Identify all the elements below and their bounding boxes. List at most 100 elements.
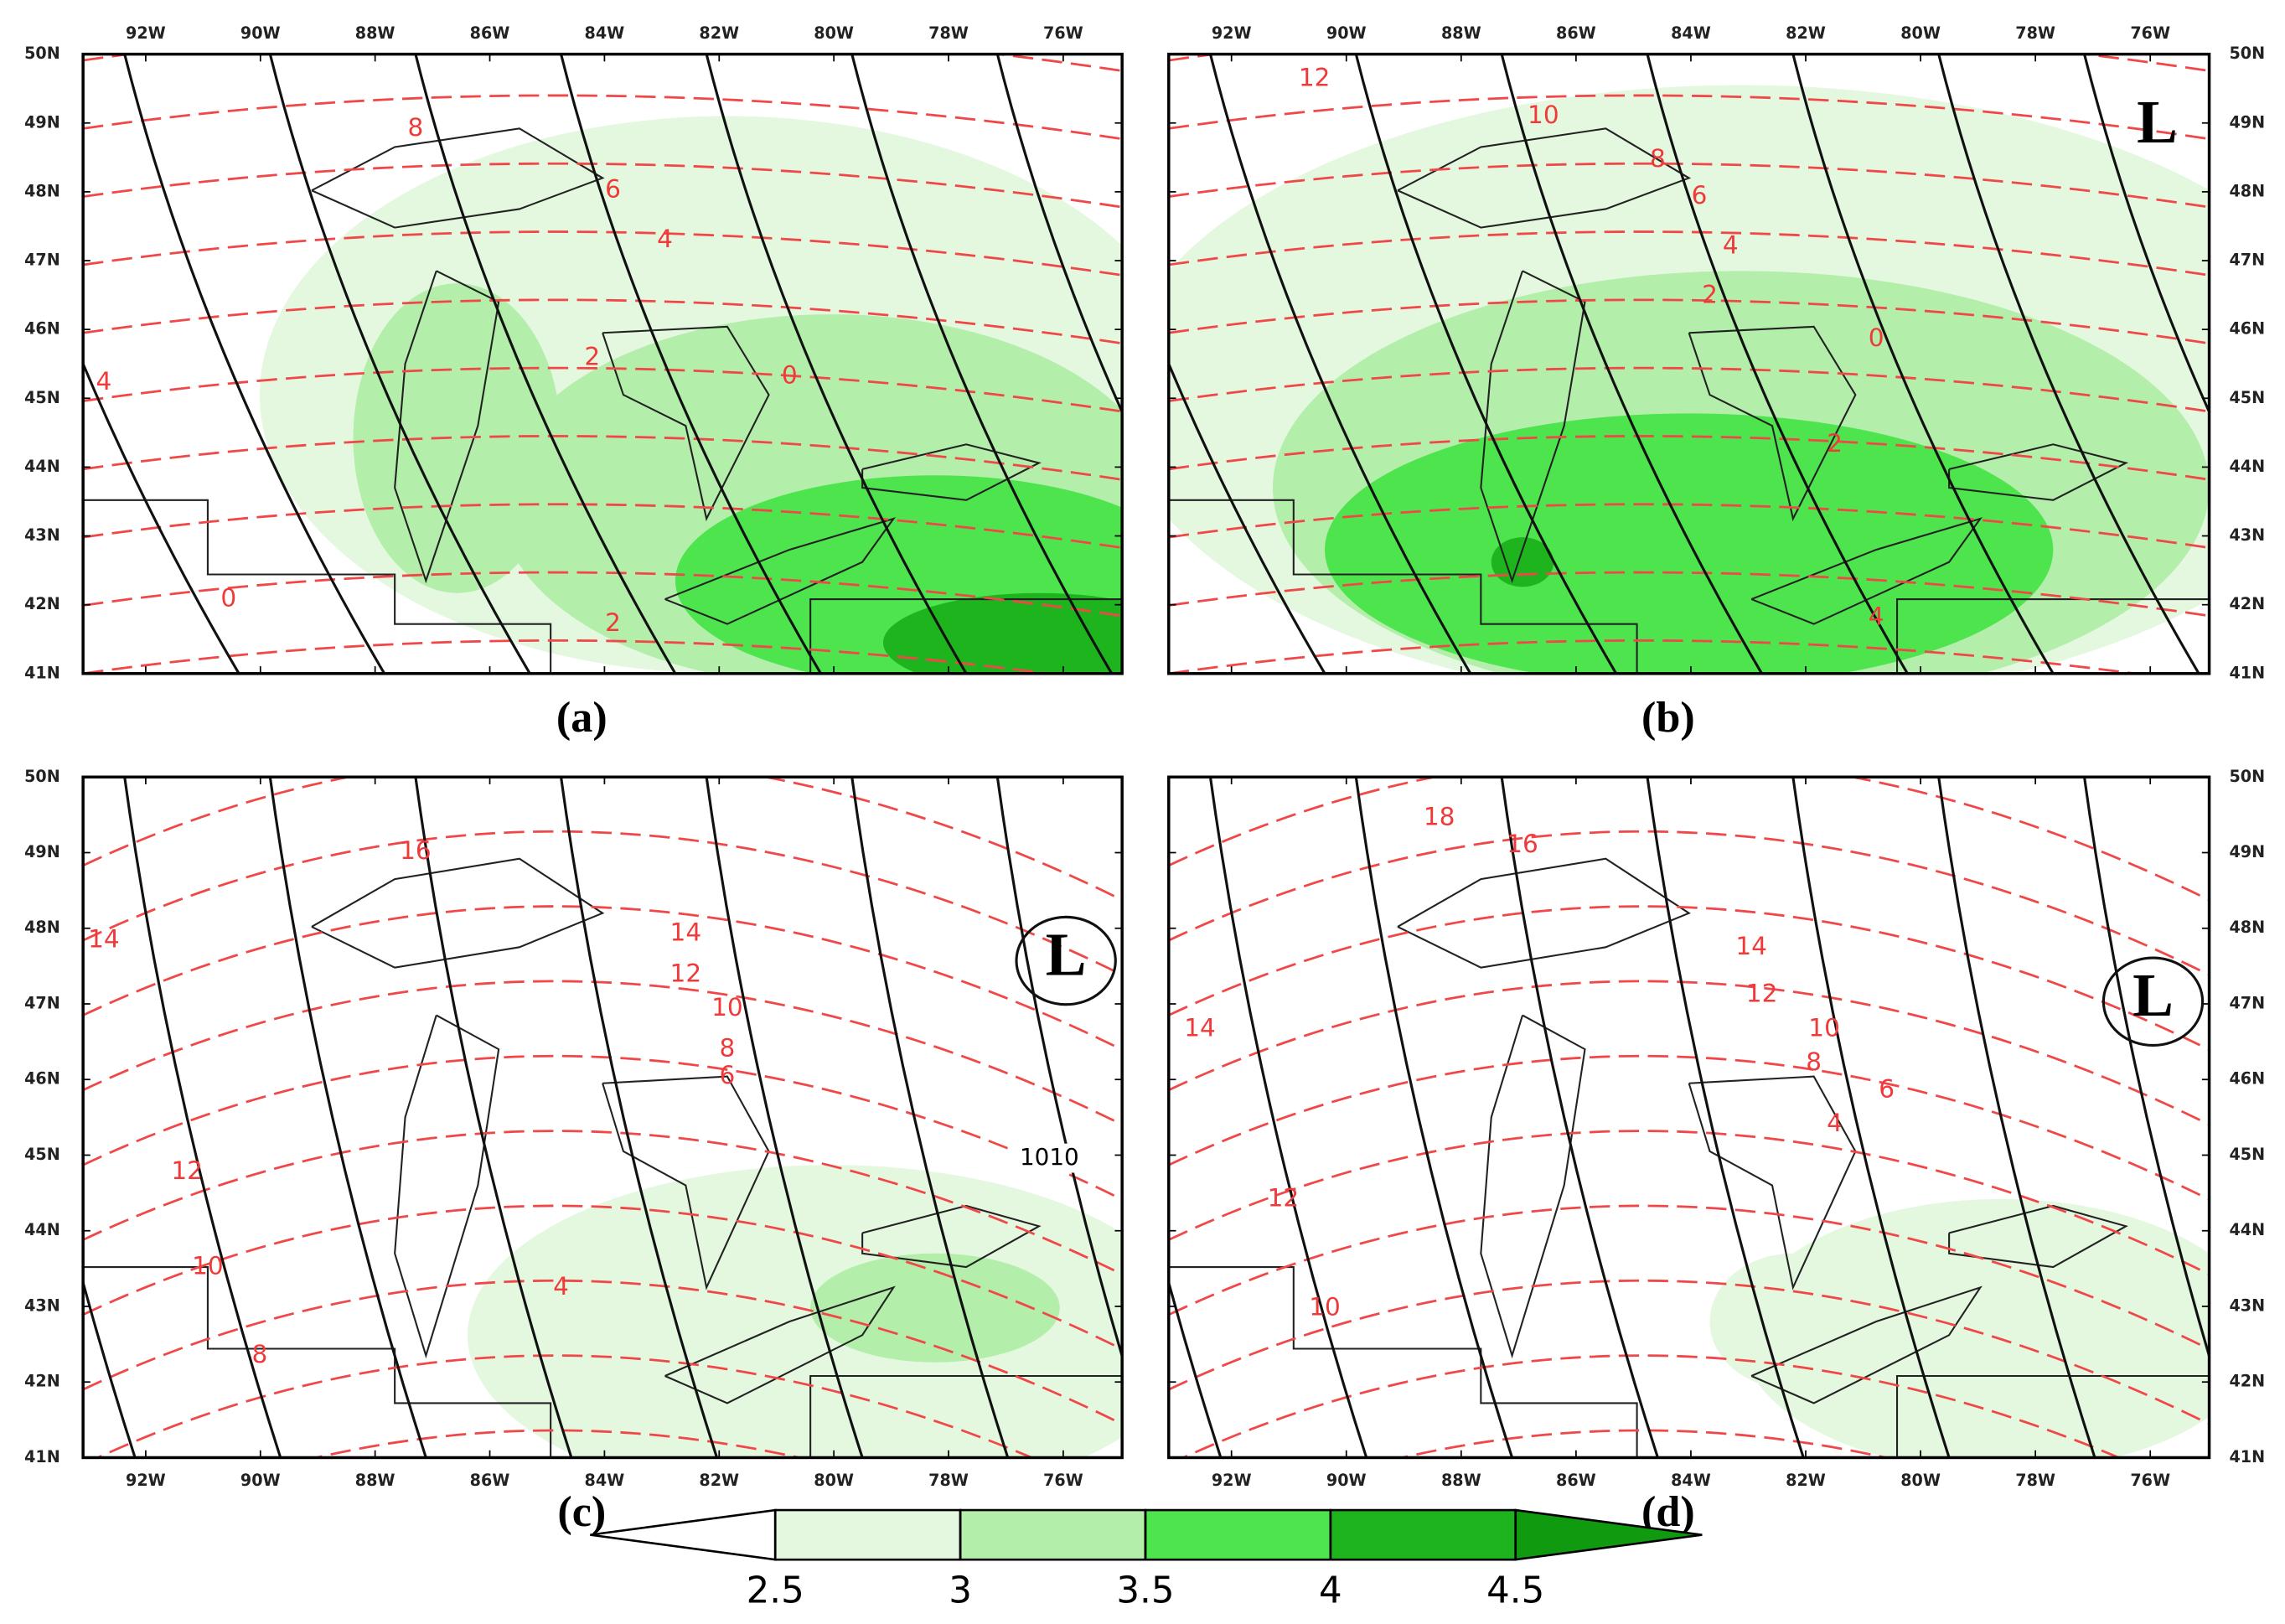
contour-label: 4	[1723, 230, 1739, 259]
contour-label: 2	[584, 342, 600, 370]
isotherm	[83, 503, 1123, 550]
contour-label: 4	[553, 1272, 569, 1301]
isotherm	[1168, 503, 2210, 550]
lat-tick-label: 50N	[24, 767, 60, 786]
lon-tick-label: 90W	[240, 23, 281, 43]
low-ring	[2101, 956, 2205, 1047]
contour-label: 6	[1692, 181, 1708, 209]
lat-tick-label: 47N	[24, 251, 60, 270]
contour-label: 2	[1827, 429, 1843, 458]
coastline	[1397, 127, 1692, 229]
lat-tick-label: 46N	[2229, 1069, 2265, 1089]
isobar	[2083, 777, 2210, 1361]
contour-label: 14	[1184, 1013, 1216, 1042]
isobar	[1500, 54, 1763, 674]
contour-label: 0	[220, 584, 236, 613]
panel-label: (c)	[557, 1488, 606, 1536]
isobar	[268, 54, 531, 674]
isotherm	[1168, 366, 2210, 413]
lat-tick-label: 45N	[2229, 1145, 2265, 1164]
coastline	[1688, 325, 1857, 522]
coastline	[311, 127, 605, 229]
lon-tick-label: 92W	[126, 23, 166, 43]
lat-tick-label: 42N	[24, 1372, 60, 1391]
isotherm	[1168, 571, 2210, 618]
coastline	[1948, 1204, 2128, 1269]
lon-tick-label: 82W	[1786, 1471, 1826, 1490]
lat-tick-label: 41N	[24, 1447, 60, 1466]
isotherm	[83, 435, 1123, 481]
isotherm	[83, 162, 1123, 209]
lon-tick-label: 78W	[928, 1471, 969, 1490]
lon-tick-label: 78W	[2015, 23, 2055, 43]
lon-tick-label: 84W	[585, 1471, 625, 1490]
coastline	[1750, 517, 1983, 625]
isobar	[1646, 54, 1909, 674]
low-marker: L	[2137, 88, 2178, 156]
isobar	[705, 777, 864, 1458]
coastline	[83, 499, 552, 674]
isotherm	[1168, 639, 2144, 674]
lon-tick-label: 90W	[240, 1471, 281, 1490]
coastline	[602, 325, 770, 522]
lat-tick-label: 44N	[24, 457, 60, 476]
contour-label: 12	[670, 959, 702, 987]
isobar	[705, 54, 968, 674]
isotherm	[83, 298, 1123, 345]
isobar	[1646, 777, 1805, 1458]
label-bg	[1011, 1143, 1088, 1173]
panel-label: (b)	[1641, 694, 1695, 742]
isotherm	[83, 1054, 1123, 1202]
lat-tick-label: 46N	[2229, 319, 2265, 339]
contour-label: 10	[1808, 1013, 1840, 1042]
contour-label: 4	[657, 225, 673, 253]
isotherm	[1168, 980, 2210, 1126]
isotherm	[1168, 1279, 2210, 1426]
shading	[883, 592, 1123, 674]
isotherm	[1168, 830, 2210, 976]
contour-label: 10	[1528, 101, 1559, 129]
contour-label: 6	[720, 1061, 736, 1089]
low-ring	[1015, 915, 1117, 1006]
lon-tick-label: 92W	[126, 1471, 166, 1490]
isobar	[268, 777, 427, 1458]
lat-tick-label: 43N	[2229, 525, 2265, 545]
isobar	[1354, 777, 1514, 1458]
lon-tick-label: 78W	[2015, 1471, 2055, 1490]
lon-tick-label: 84W	[585, 23, 625, 43]
lat-tick-label: 47N	[24, 993, 60, 1012]
contour-label: 8	[252, 1340, 268, 1368]
colorbar-tick-label: 4.5	[1486, 1570, 1544, 1612]
lon-tick-label: 80W	[1900, 23, 1941, 43]
lat-tick-label: 47N	[2229, 251, 2265, 270]
coastline	[1168, 499, 1638, 674]
lon-tick-label: 80W	[1900, 1471, 1941, 1490]
contour-label: 8	[408, 113, 424, 142]
contour-label: 2	[1702, 280, 1718, 308]
lon-tick-label: 80W	[814, 1471, 854, 1490]
contour-label: 14	[1735, 932, 1767, 960]
contour-label: 14	[88, 925, 120, 954]
isobar	[1208, 777, 1368, 1458]
map-content	[1168, 777, 2210, 1458]
map-frame	[1167, 775, 2211, 1460]
isobar	[123, 777, 282, 1458]
isotherm	[83, 366, 1123, 413]
isotherm	[83, 1204, 1123, 1351]
low-marker: L	[2132, 961, 2174, 1029]
lat-tick-label: 50N	[24, 44, 60, 63]
isobar	[83, 1277, 137, 1458]
isotherm	[1168, 298, 2210, 345]
colorbar: 2.5 3 3.5 4 4.5	[590, 1508, 1703, 1612]
colorbar-under	[590, 1508, 777, 1561]
lat-tick-label: 43N	[24, 525, 60, 545]
lon-tick-label: 76W	[1043, 23, 1083, 43]
lat-tick-label: 43N	[2229, 1296, 2265, 1315]
lon-tick-label: 86W	[470, 23, 510, 43]
lat-tick-label: 50N	[2229, 44, 2265, 63]
isotherm	[83, 94, 1123, 141]
isobar	[559, 777, 719, 1458]
isobar	[1937, 54, 2200, 674]
isotherm	[83, 1130, 1123, 1276]
lat-tick-label: 49N	[2229, 842, 2265, 861]
